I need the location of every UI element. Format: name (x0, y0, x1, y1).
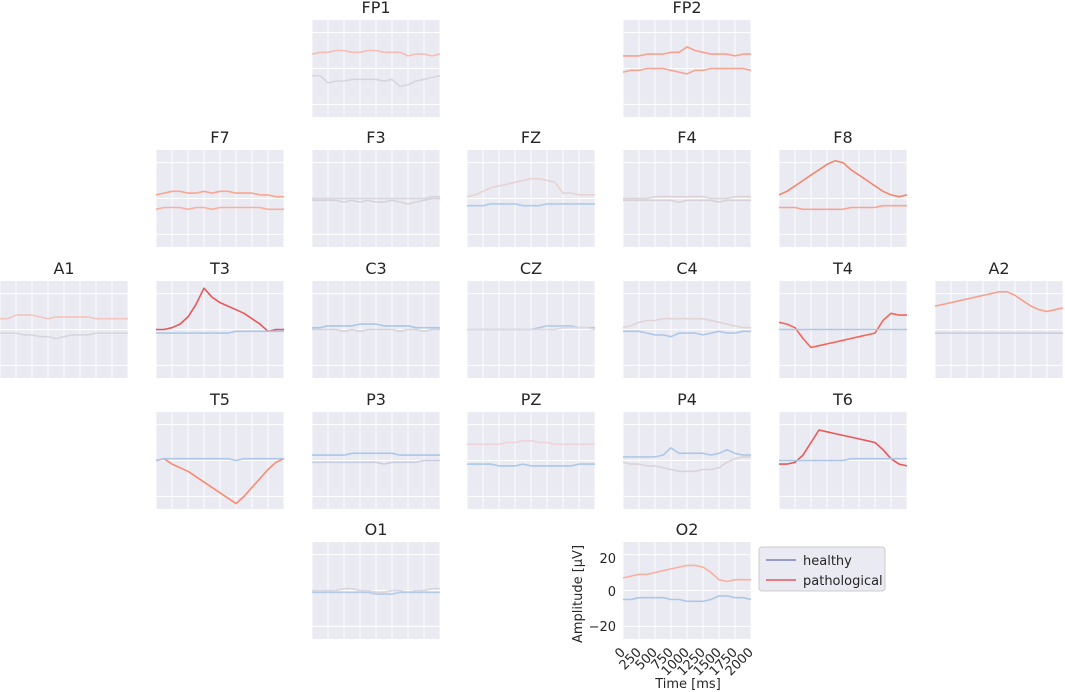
series-line-1 (622, 317, 751, 329)
channel-title: C3 (365, 259, 386, 278)
channel-title: T6 (832, 390, 853, 409)
series-line-1 (312, 452, 440, 456)
x-axis-label: Time [ms] (654, 677, 721, 692)
channel-title: T3 (209, 259, 230, 278)
series-line-1 (466, 177, 595, 198)
channel-title: F7 (210, 128, 229, 147)
channel-panel-o1: O1 (311, 520, 441, 639)
series-line-1 (156, 287, 284, 333)
legend: healthy pathological (758, 546, 886, 592)
legend-label-pathological: pathological (803, 574, 883, 589)
channel-panel-f7: F7 (155, 128, 285, 247)
channel-title: P3 (366, 390, 386, 409)
channel-panel-t4: T4 (778, 259, 908, 378)
series-line-2 (467, 463, 595, 467)
channel-title: A1 (53, 259, 74, 278)
series-line-2 (622, 67, 752, 75)
series-line-2 (623, 330, 751, 338)
channel-panel-pz: PZ (466, 390, 596, 509)
channel-panel-c3: C3 (311, 259, 441, 378)
series-line-1 (312, 587, 440, 594)
series-line-2 (467, 326, 596, 331)
channel-panel-a1: A1 (0, 259, 129, 378)
series-line-1 (312, 323, 440, 329)
channel-panel-fp1: FP1 (311, 0, 441, 117)
channel-panel-f8: F8 (778, 128, 908, 247)
series-line-1 (779, 429, 908, 467)
channel-title: PZ (521, 390, 542, 409)
channel-title: FP1 (361, 0, 390, 17)
channel-panel-fp2: FP2 (622, 0, 752, 117)
series-line-1 (467, 439, 595, 446)
channel-panel-fz: FZ (466, 128, 596, 247)
channel-title: C4 (676, 259, 697, 278)
channel-title: O1 (365, 520, 388, 539)
channel-panel-t3: T3 (155, 259, 285, 378)
channel-title: CZ (520, 259, 542, 278)
series-line-2 (779, 457, 907, 462)
series-line-2 (779, 204, 907, 211)
series-line-2 (156, 330, 284, 334)
channel-panel-f3: F3 (311, 128, 441, 247)
series-line-2 (312, 197, 440, 205)
channel-title: F8 (833, 128, 852, 147)
channel-panel-a2: A2 (934, 259, 1064, 378)
channel-title: T4 (832, 259, 853, 278)
channel-title: P4 (677, 390, 697, 409)
legend-label-healthy: healthy (803, 554, 852, 569)
series-line-2 (155, 457, 284, 462)
series-line-1 (778, 160, 908, 198)
channel-panel-p4: P4 (622, 390, 752, 509)
channel-title: O2 (676, 520, 699, 539)
channel-panel-f4: F4 (622, 128, 752, 247)
channel-panel-cz: CZ (466, 259, 596, 378)
series-line-1 (155, 190, 284, 198)
channel-panel-t6: T6 (778, 390, 908, 509)
channel-panel-o2: O2 (622, 520, 752, 639)
channel-title: FP2 (672, 0, 701, 17)
channel-panel-p3: P3 (311, 390, 441, 509)
series-line-1 (0, 314, 128, 320)
series-line-1 (622, 564, 751, 583)
channel-title: T5 (209, 390, 230, 409)
series-line-2 (312, 459, 440, 465)
series-line-1 (778, 312, 907, 349)
series-line-2 (623, 595, 752, 603)
channel-title: FZ (521, 128, 541, 147)
series-line-2 (312, 328, 440, 333)
series-line-2 (623, 199, 751, 203)
series-line-1 (623, 447, 751, 458)
series-line-2 (467, 203, 595, 207)
series-line-2 (622, 456, 751, 473)
series-line-1 (155, 457, 285, 505)
y-axis-label: Amplitude [μV] (571, 545, 586, 643)
y-tick-label: 0 (608, 585, 616, 600)
series-line-2 (0, 332, 128, 340)
channel-title: A2 (988, 259, 1009, 278)
series-line-1 (623, 195, 751, 200)
channel-title: F4 (677, 128, 696, 147)
series-line-1 (623, 46, 751, 57)
channel-panels: FP1 FP2 F7 F3 FZ F4 F8 A1 T3 C3 CZ C4 T4 A2 T5 P3 PZ P4 T6… (0, 0, 1064, 639)
o2-axes-decorations: 20 0 −20 Amplitude [μV] Time [ms] 025050… (571, 545, 757, 692)
channel-panel-t5: T5 (155, 390, 285, 509)
series-line-1 (934, 290, 1064, 313)
series-line-2 (312, 591, 440, 595)
series-line-2 (155, 206, 284, 211)
channel-panel-c4: C4 (622, 259, 752, 378)
channel-title: F3 (366, 128, 385, 147)
series-line-2 (312, 74, 441, 88)
series-line-1 (312, 195, 440, 200)
series-line-1 (311, 49, 441, 57)
y-tick-label: −20 (589, 620, 616, 635)
y-tick-label: 20 (599, 552, 616, 567)
